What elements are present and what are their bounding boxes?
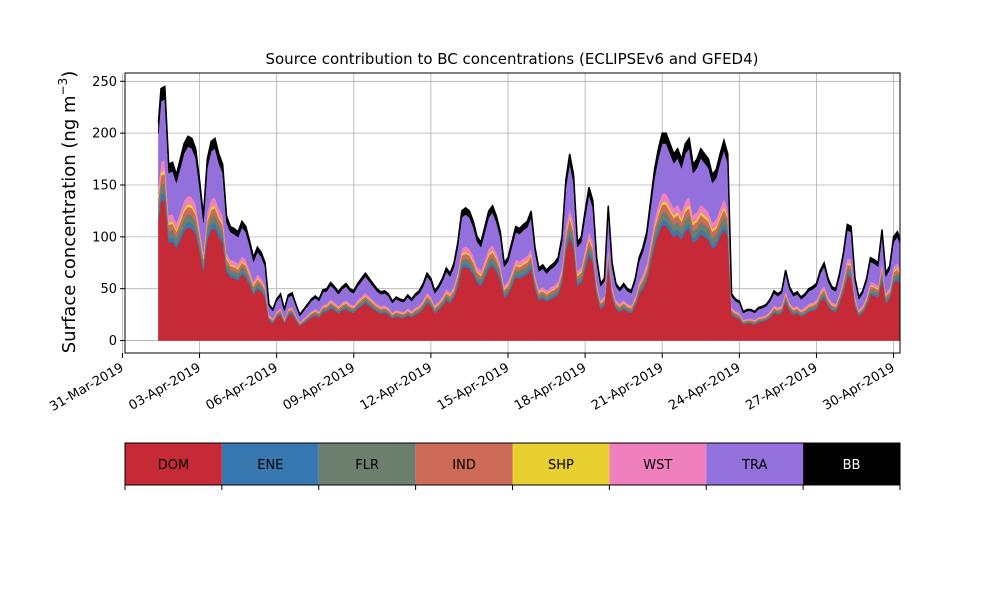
legend-swatch-flr: [318, 443, 416, 485]
legend-swatch-wst: [609, 443, 707, 485]
legend-swatch-shp: [512, 443, 610, 485]
legend-label-wst: WST: [643, 458, 672, 473]
legend-label-tra: TRA: [741, 458, 767, 473]
legend-label-dom: DOM: [158, 458, 189, 473]
legend-swatch-dom: [125, 443, 222, 485]
y-tick-label: 100: [92, 230, 117, 245]
legend-label-ene: ENE: [257, 458, 283, 473]
legend-label-bb: BB: [843, 458, 861, 473]
legend-swatch-bb: [803, 443, 900, 485]
y-axis-ticks: 0 50 100 150 200 250: [92, 75, 125, 349]
y-tick-label: 150: [92, 179, 117, 194]
legend-swatch-ind: [415, 443, 513, 485]
y-axis-label-superscript: −3: [56, 78, 70, 96]
legend-colorbar: DOM ENE FLR IND SHP WST TRA BB: [124, 442, 901, 490]
chart-title: Source contribution to BC concentrations…: [265, 50, 758, 68]
y-axis-label-main: Surface concentration (ng m: [59, 95, 80, 353]
legend-label-flr: FLR: [355, 458, 379, 473]
legend-label-ind: IND: [452, 458, 476, 473]
y-tick-label: 200: [92, 127, 117, 142]
total-outline: [157, 85, 901, 317]
svg-text:Surface concentration (ng m−3): Surface concentration (ng m−3): [56, 71, 80, 354]
plot-frame: [124, 72, 901, 354]
legend-swatch-tra: [706, 443, 804, 485]
y-tick-label: 0: [109, 334, 117, 349]
y-tick-label: 250: [92, 75, 117, 90]
y-axis-label-suffix: ): [59, 71, 80, 78]
legend-swatch-ene: [221, 443, 319, 485]
legend-label-shp: SHP: [548, 458, 574, 473]
y-axis-label: Surface concentration (ng m−3): [56, 71, 80, 354]
y-tick-label: 50: [100, 282, 117, 297]
